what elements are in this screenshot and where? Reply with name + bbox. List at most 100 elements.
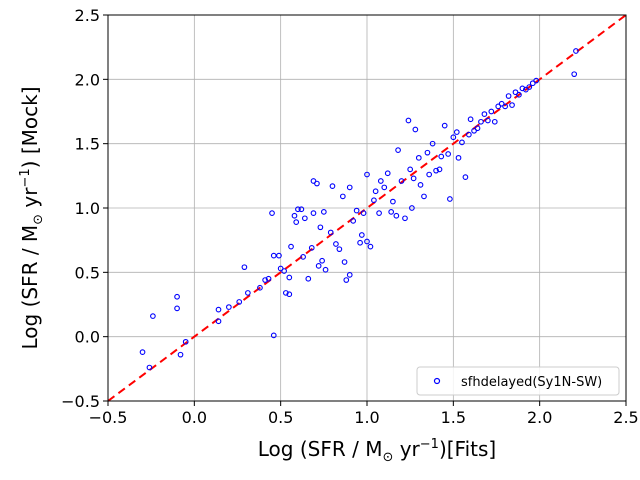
- legend-box: [416, 366, 620, 396]
- x-tick-label: 2.0: [527, 408, 552, 427]
- data-point: [327, 229, 334, 236]
- x-axis-label-part: )[Fits]: [439, 437, 496, 461]
- y-tick-label: 2.5: [75, 6, 100, 25]
- data-point: [346, 272, 353, 278]
- data-point: [571, 71, 578, 78]
- data-point: [236, 299, 243, 305]
- data-point: [360, 210, 367, 216]
- data-point: [410, 175, 417, 182]
- data-point: [405, 117, 412, 124]
- legend: sfhdelayed(Sy1N-SW): [416, 366, 620, 396]
- data-point: [453, 129, 460, 135]
- data-point: [286, 291, 293, 298]
- data-point: [447, 196, 453, 202]
- y-tick-label: 0.0: [75, 328, 100, 347]
- data-point: [415, 154, 422, 161]
- data-point: [441, 122, 448, 129]
- data-point: [398, 178, 405, 184]
- data-point: [381, 184, 388, 191]
- data-point: [286, 274, 293, 281]
- data-point: [402, 215, 408, 222]
- data-point: [226, 304, 232, 310]
- data-point: [573, 48, 579, 54]
- data-point: [333, 241, 339, 247]
- data-point: [509, 102, 515, 108]
- identity-line: [107, 14, 627, 402]
- x-axis-label-sun-symbol: ⊙: [382, 450, 393, 465]
- axis-ticks: −0.5 0.0 0.5 1.0 1.5 2.0 2.5 −0.5 0.0 0.5 1.0 1.5 2.…: [61, 6, 639, 427]
- x-tick-label: 0.0: [182, 408, 207, 427]
- data-point: [174, 293, 180, 300]
- data-point: [367, 243, 374, 250]
- y-axis-label-exponent: −1: [18, 168, 33, 187]
- data-point: [293, 219, 300, 226]
- data-point: [491, 118, 498, 125]
- data-point: [371, 197, 377, 204]
- data-point: [478, 118, 484, 125]
- data-point: [417, 181, 424, 188]
- x-axis-label-part: yr: [393, 437, 420, 461]
- data-point: [308, 245, 315, 251]
- data-point: [467, 116, 474, 123]
- data-point: [433, 167, 439, 174]
- data-point: [429, 140, 436, 147]
- data-point: [488, 108, 495, 115]
- data-point: [314, 180, 320, 187]
- data-point: [315, 263, 322, 269]
- data-point: [450, 134, 457, 141]
- x-tick-label: 1.0: [354, 408, 379, 427]
- data-point: [364, 171, 370, 178]
- data-point: [533, 77, 540, 84]
- data-point: [466, 131, 472, 138]
- data-point: [245, 290, 251, 296]
- data-point: [310, 210, 317, 216]
- data-point: [146, 364, 153, 371]
- data-point: [339, 193, 346, 200]
- x-axis-label-exponent: −1: [420, 437, 439, 452]
- data-point: [346, 184, 353, 191]
- data-point: [516, 91, 522, 98]
- data-point: [276, 252, 282, 259]
- data-point: [455, 154, 462, 161]
- data-point: [436, 166, 443, 173]
- data-point: [412, 126, 419, 133]
- y-axis-label-part: ) [Mock]: [18, 86, 42, 168]
- data-point: [241, 264, 248, 271]
- data-point: [424, 149, 431, 156]
- data-point: [395, 147, 401, 153]
- data-point: [269, 210, 275, 216]
- y-tick-label: 2.0: [75, 70, 100, 89]
- data-point: [215, 318, 222, 325]
- x-axis-label: Log (SFR / M⊙ yr−1)[Fits]: [258, 437, 496, 465]
- y-tick-label: 1.5: [75, 135, 100, 154]
- data-point: [357, 239, 363, 246]
- data-point: [139, 349, 146, 355]
- data-point: [350, 218, 357, 224]
- data-point: [459, 139, 465, 146]
- y-tick-label: 1.0: [75, 199, 100, 218]
- data-point: [298, 206, 305, 213]
- data-points: [139, 48, 579, 371]
- data-point: [377, 178, 384, 184]
- y-axis-label-part: Log (SFR / M: [18, 225, 42, 350]
- data-point: [336, 246, 343, 253]
- data-point: [393, 212, 400, 219]
- data-point: [177, 351, 184, 358]
- data-point: [481, 111, 488, 117]
- y-tick-label: 0.5: [75, 263, 100, 282]
- data-point: [341, 259, 348, 265]
- data-point: [505, 93, 512, 99]
- x-axis-label-part: Log (SFR / M: [258, 437, 383, 461]
- data-point: [526, 84, 533, 90]
- y-axis-label: Log (SFR / M⊙ yr−1) [Mock]: [18, 86, 46, 349]
- data-point: [270, 332, 277, 339]
- data-point: [388, 209, 395, 215]
- data-point: [300, 254, 306, 260]
- x-tick-label: 2.5: [613, 408, 638, 427]
- data-point: [329, 183, 336, 189]
- y-axis-label-part: yr: [18, 187, 42, 214]
- identity-reference-line: [107, 14, 627, 402]
- data-point: [426, 171, 433, 178]
- x-tick-label: 0.5: [268, 408, 293, 427]
